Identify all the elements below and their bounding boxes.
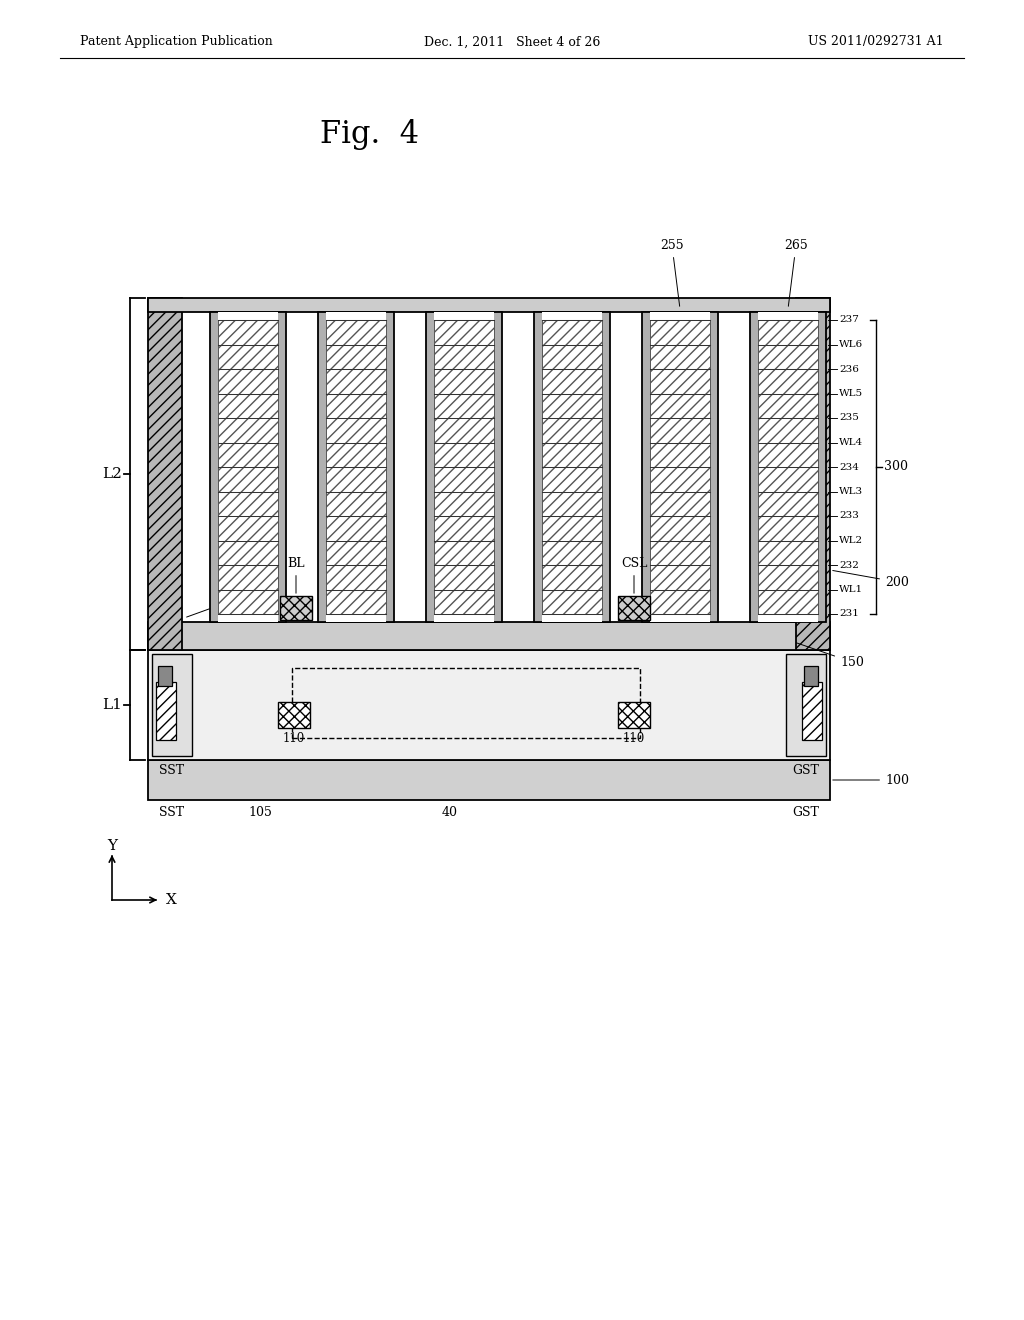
- Bar: [618, 597, 650, 620]
- Text: GST: GST: [793, 763, 819, 776]
- Bar: [758, 312, 818, 622]
- Bar: [802, 682, 822, 741]
- Bar: [280, 597, 312, 620]
- Text: 150: 150: [186, 594, 246, 616]
- Bar: [148, 760, 830, 800]
- Bar: [642, 312, 718, 622]
- Bar: [426, 312, 502, 622]
- Text: 234: 234: [839, 462, 859, 471]
- Text: BL: BL: [288, 557, 305, 593]
- Bar: [152, 653, 193, 756]
- Text: SST: SST: [160, 763, 184, 776]
- Text: 40: 40: [442, 805, 458, 818]
- Bar: [758, 319, 818, 614]
- Text: L1: L1: [102, 698, 122, 711]
- Bar: [542, 312, 602, 622]
- Text: 255: 255: [660, 239, 684, 306]
- Bar: [650, 312, 710, 622]
- Text: 265: 265: [784, 239, 808, 306]
- Text: 232: 232: [839, 561, 859, 569]
- Bar: [542, 319, 602, 614]
- Text: 236: 236: [839, 364, 859, 374]
- Text: WL5: WL5: [839, 389, 863, 399]
- Text: WL3: WL3: [839, 487, 863, 496]
- Bar: [218, 312, 278, 622]
- Bar: [326, 312, 386, 622]
- Text: 110: 110: [623, 731, 645, 744]
- Bar: [750, 312, 826, 622]
- Bar: [796, 298, 830, 649]
- Bar: [158, 667, 172, 686]
- Bar: [804, 667, 818, 686]
- Bar: [210, 312, 286, 622]
- Text: GST: GST: [793, 805, 819, 818]
- Text: Fig.  4: Fig. 4: [321, 120, 420, 150]
- Text: WL1: WL1: [839, 585, 863, 594]
- Bar: [786, 653, 826, 756]
- Text: 237: 237: [839, 315, 859, 325]
- Text: 231: 231: [839, 610, 859, 619]
- Bar: [148, 622, 830, 649]
- Bar: [434, 312, 494, 622]
- Text: Y: Y: [106, 840, 117, 853]
- Text: Patent Application Publication: Patent Application Publication: [80, 36, 272, 49]
- Text: 300: 300: [884, 461, 908, 474]
- Bar: [148, 298, 830, 312]
- Text: 110: 110: [283, 731, 305, 744]
- Text: 233: 233: [839, 511, 859, 520]
- Text: SST: SST: [160, 805, 184, 818]
- Text: L2: L2: [102, 467, 122, 480]
- Bar: [650, 319, 710, 614]
- Text: 100: 100: [833, 774, 909, 787]
- Bar: [534, 312, 610, 622]
- Bar: [148, 649, 830, 760]
- Text: X: X: [166, 894, 177, 907]
- Bar: [326, 319, 386, 614]
- Text: 105: 105: [248, 805, 272, 818]
- Text: WL4: WL4: [839, 438, 863, 447]
- Text: 150: 150: [797, 643, 864, 668]
- Bar: [278, 702, 310, 729]
- Bar: [292, 668, 640, 738]
- Bar: [318, 312, 394, 622]
- Bar: [434, 319, 494, 614]
- Text: US 2011/0292731 A1: US 2011/0292731 A1: [808, 36, 944, 49]
- Bar: [156, 682, 176, 741]
- Text: 235: 235: [839, 413, 859, 422]
- Bar: [618, 702, 650, 729]
- Text: CSL: CSL: [621, 557, 647, 593]
- Text: WL2: WL2: [839, 536, 863, 545]
- Text: 200: 200: [833, 570, 909, 589]
- Bar: [148, 298, 182, 649]
- Text: WL6: WL6: [839, 341, 863, 348]
- Text: Dec. 1, 2011   Sheet 4 of 26: Dec. 1, 2011 Sheet 4 of 26: [424, 36, 600, 49]
- Bar: [218, 319, 278, 614]
